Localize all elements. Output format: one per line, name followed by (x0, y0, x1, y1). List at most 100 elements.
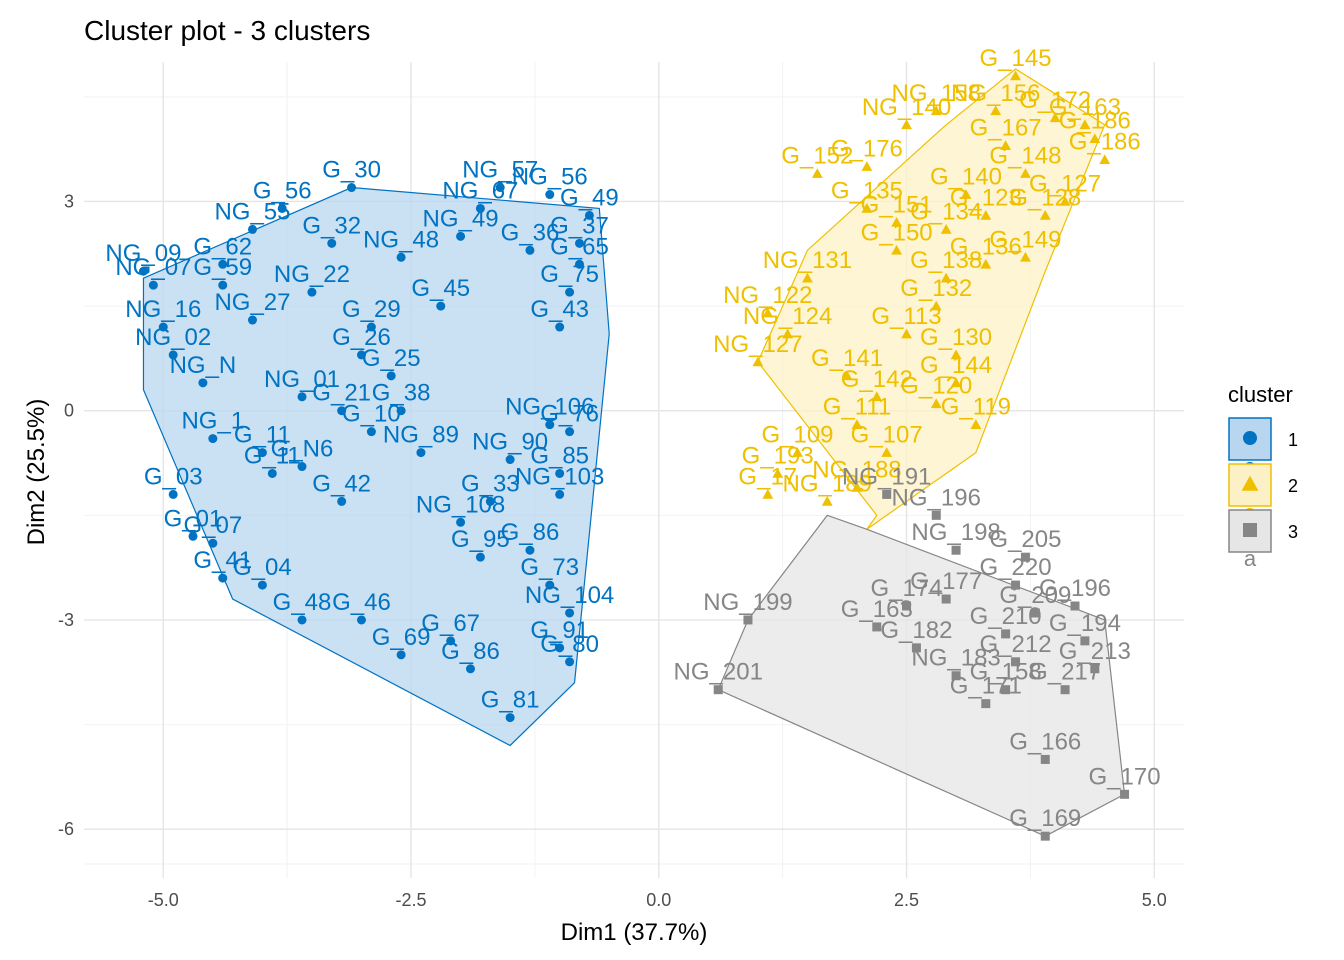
cluster-3-point (1080, 636, 1090, 646)
x-axis-label: Dim1 (37.7%) (561, 919, 708, 946)
cluster-2-point (762, 489, 774, 499)
point-label: G_25 (362, 345, 421, 372)
point-label: G_196 (1039, 575, 1111, 602)
cluster-2-point (871, 391, 883, 402)
point-label: G_145 (980, 45, 1052, 72)
cluster-3-point (1011, 657, 1021, 667)
cluster-1-point (218, 259, 228, 269)
point-label: G_166 (1009, 728, 1081, 755)
cluster-2-point (960, 189, 972, 199)
point-label: NG_199 (703, 589, 792, 616)
point-label: G_04 (233, 554, 292, 581)
cluster-1-point (297, 462, 307, 472)
cluster-2-point (792, 447, 803, 457)
point-label: NG_90 (472, 429, 548, 456)
point-label: G_65 (550, 233, 609, 260)
legend-marker-1 (1243, 431, 1257, 445)
cluster-3-point (713, 685, 723, 695)
point-label: G_119 (941, 394, 1011, 421)
point-label: G_17 (738, 463, 797, 490)
legend-entry-label: 1 (1288, 430, 1298, 450)
point-label: G_43 (530, 296, 589, 323)
plot-panel: -5.0 -2.5 0.0 2.5 5.0-6-303NG_09NG_07NG_16NG… (58, 45, 1184, 910)
point-label: G_182 (880, 617, 952, 644)
x-tick-label: -5.0 (148, 890, 179, 910)
point-label: G_194 (1049, 610, 1121, 637)
point-label: G_38 (372, 380, 431, 407)
point-label: G_10 (342, 401, 401, 428)
point-label: G_193 (742, 442, 814, 469)
cluster-2-point (821, 495, 833, 506)
point-label: G_03 (144, 463, 203, 490)
point-label: G_21 (312, 380, 371, 407)
point-label: NG_124 (743, 303, 832, 330)
point-label: NG_131 (763, 247, 852, 274)
cluster-1-point (545, 580, 555, 590)
point-label: NG_09 (105, 240, 181, 267)
cluster-2-point (930, 398, 942, 409)
point-label: G_29 (342, 296, 401, 323)
point-label: G_01 (164, 505, 223, 532)
point-label: G_138 (910, 247, 982, 274)
point-label: NG_57 (462, 157, 538, 184)
cluster-3-point (1040, 831, 1050, 841)
cluster-2-point (851, 482, 863, 492)
point-label: NG_55 (214, 198, 290, 225)
point-label: G_62 (193, 233, 252, 260)
point-label: NG_106 (505, 394, 594, 421)
point-label: G_73 (520, 554, 579, 581)
x-tick-label: 0.0 (646, 890, 671, 910)
point-label: G_142 (841, 366, 913, 393)
y-tick-label: 3 (64, 191, 74, 211)
cluster-2-point (891, 217, 903, 227)
cluster-2-point (940, 272, 952, 283)
point-label: G_170 (1089, 763, 1161, 790)
cluster-2-point (950, 377, 962, 388)
cluster-1-point (247, 315, 257, 325)
point-label: G_26 (332, 324, 391, 351)
point-label: G_67 (421, 610, 480, 637)
point-label: G_46 (332, 589, 391, 616)
cluster-1-point (356, 350, 366, 360)
point-label: NG_49 (423, 205, 499, 232)
point-label: NG_140 (862, 94, 951, 121)
x-tick-label: 2.5 (894, 890, 919, 910)
cluster-1-point (208, 538, 218, 548)
cluster-1-point (555, 468, 565, 478)
point-label: G_209 (999, 582, 1071, 609)
point-label: NG_122 (723, 282, 812, 309)
point-label: NG_201 (674, 659, 763, 686)
cluster-1-point (545, 420, 555, 430)
point-label: G_48 (273, 589, 332, 616)
point-label: G_213 (1059, 638, 1131, 665)
cluster-1-point (456, 517, 466, 527)
cluster-2-point (891, 244, 903, 255)
cluster-2-point (1020, 251, 1031, 262)
point-label: NG_188 (812, 456, 901, 483)
cluster-1-point (436, 301, 446, 311)
cluster-1-point (297, 615, 307, 625)
point-label: G_134 (910, 198, 982, 225)
point-label: NG_48 (363, 226, 439, 253)
cluster-1-point (168, 489, 178, 499)
point-label: G_56 (253, 177, 312, 204)
point-label: G_158 (970, 659, 1042, 686)
point-label: G_140 (930, 164, 1002, 191)
point-label: G_113 (871, 303, 941, 330)
legend-marker-2 (1241, 475, 1259, 491)
cluster-2-point (1020, 168, 1031, 178)
point-label: NG_22 (274, 261, 350, 288)
cluster-1-point (555, 322, 565, 332)
cluster-1-point (446, 636, 456, 646)
cluster-1-point (565, 657, 575, 667)
cluster-1-point (565, 608, 575, 618)
point-label: G_N6 (271, 436, 334, 463)
cluster-1-point (208, 434, 218, 444)
point-label: G_85 (530, 442, 589, 469)
y-tick-label: 0 (64, 401, 74, 421)
point-label: G_81 (481, 687, 540, 714)
point-label: G_217 (1029, 659, 1101, 686)
point-label: G_41 (193, 547, 252, 574)
cluster-2-point (861, 161, 873, 171)
